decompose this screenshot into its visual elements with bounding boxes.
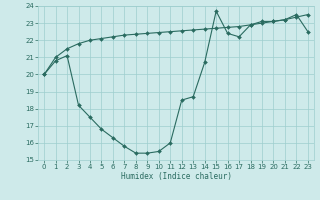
X-axis label: Humidex (Indice chaleur): Humidex (Indice chaleur) [121,172,231,181]
